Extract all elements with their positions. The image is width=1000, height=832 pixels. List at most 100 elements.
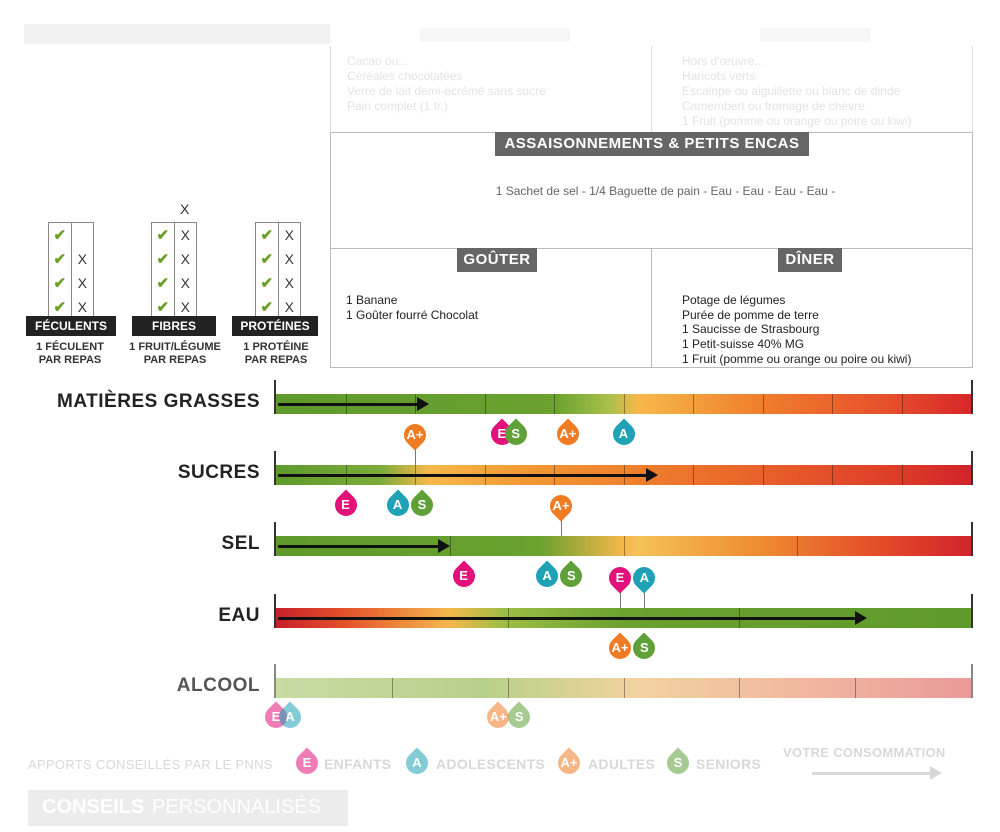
grid-row: ✔ X <box>49 295 93 319</box>
check-icon: ✔ <box>156 299 170 316</box>
grid-row: ✔ X <box>256 223 300 247</box>
marker-adultes-drop-icon: A+ <box>545 490 577 522</box>
consumption-arrow <box>278 468 659 482</box>
drop-letter: A+ <box>552 498 570 513</box>
bar-divider <box>901 394 903 414</box>
category-grid-1: ✔ X ✔ X ✔ X ✔ X <box>151 222 197 320</box>
bar-start-tick <box>274 594 276 628</box>
category-grid-2: ✔ X ✔ X ✔ X ✔ X <box>255 222 301 320</box>
marker-pin <box>415 446 416 465</box>
drop-letter: S <box>673 755 683 770</box>
assaisonnements-title: ASSAISONNEMENTS & PETITS ENCAS <box>495 132 809 156</box>
category-label: PROTÉINES <box>232 316 318 336</box>
gouter-title: GOÛTER <box>457 248 537 272</box>
check-icon: ✔ <box>260 299 274 316</box>
dejeuner-box: Cacao ou... Céréales chocolatées Verre d… <box>330 46 652 133</box>
grid-row: ✔ X <box>256 295 300 319</box>
marker-adolescents-drop-icon: A <box>382 489 414 521</box>
check-icon: ✔ <box>53 251 67 268</box>
grid-row: ✔ <box>49 223 93 247</box>
drop-letter: A+ <box>406 427 424 442</box>
marker-pin <box>644 589 646 608</box>
drop-letter: S <box>514 709 524 724</box>
nutrient-label: SUCRES <box>177 462 260 483</box>
grid-row: ✔ X <box>152 247 196 271</box>
drop-letter: E <box>302 755 312 770</box>
nutrient-label: SEL <box>221 533 260 554</box>
grid-row: ✔ X <box>152 223 196 247</box>
bar-divider <box>693 465 694 485</box>
marker-adolescents-drop-icon: A <box>274 701 306 733</box>
marker-adolescents-drop-icon: A <box>531 560 563 592</box>
bar-divider <box>507 678 509 698</box>
marker-enfants-drop-icon: E <box>448 560 480 592</box>
header-faded <box>24 24 330 44</box>
drop-letter: A <box>639 570 650 585</box>
legend-enfants-label: ENFANTS <box>324 756 392 772</box>
marker-adultes-drop-icon: A+ <box>552 418 584 450</box>
drop-letter: E <box>271 709 281 724</box>
conseils-rest: PERSONNALISÉS <box>152 796 321 818</box>
cross-mark: X <box>277 271 301 295</box>
consumption-legend-arrowhead <box>930 766 942 780</box>
bar-end-tick <box>971 522 973 556</box>
drop-letter: E <box>341 497 350 512</box>
bar-divider <box>693 394 694 414</box>
marker-pin <box>620 589 622 608</box>
marker-seniors-drop-icon: S <box>555 560 587 592</box>
bar-divider <box>832 394 833 414</box>
bar-divider <box>623 678 625 698</box>
cross-mark: X <box>173 271 197 295</box>
check-icon: ✔ <box>260 251 274 268</box>
cross-mark: X <box>277 295 301 319</box>
dejeuner-text: Cacao ou... Céréales chocolatées Verre d… <box>347 54 546 113</box>
cross-mark: X <box>173 295 197 319</box>
drop-letter: A <box>618 426 629 441</box>
conseils-bold: CONSEILS <box>42 796 145 818</box>
drop-letter: A+ <box>611 640 629 655</box>
bar-divider <box>391 678 393 698</box>
category-sub-2: PAR REPAS <box>38 354 102 366</box>
bar-end-tick <box>971 664 973 698</box>
category-sub-1: 1 FRUIT/LÉGUME <box>129 341 221 353</box>
cross-mark: X <box>277 247 301 271</box>
grid-row: ✔ X <box>152 295 196 319</box>
cross-mark: X <box>70 247 94 271</box>
drop-letter: A <box>412 755 422 770</box>
legend-title: APPORTS CONSEILLÉS PAR LE PNNS <box>28 757 273 772</box>
category-sub-2: PAR REPAS <box>244 354 308 366</box>
bar-start-tick <box>274 664 276 698</box>
marker-adultes-drop-icon: A+ <box>482 701 514 733</box>
bar-divider <box>739 678 741 698</box>
marker-adolescents-drop-icon: A <box>628 562 660 594</box>
conseils-personnalises-button[interactable]: CONSEILS PERSONNALISÉS <box>28 790 348 826</box>
marker-seniors-drop-icon: S <box>662 747 694 779</box>
nutrient-bar <box>274 522 973 556</box>
bar-start-tick <box>274 380 276 414</box>
bar-divider <box>797 536 799 556</box>
bar-divider <box>762 394 764 414</box>
check-icon: ✔ <box>53 299 67 316</box>
marker-enfants-drop-icon: E <box>604 562 636 594</box>
category-label: FÉCULENTS <box>26 316 116 336</box>
repas-box: Hors d'œuvre... Haricots verts Escalope … <box>651 46 973 133</box>
nutrient-label: EAU <box>218 605 260 626</box>
cross-mark: X <box>173 247 197 271</box>
marker-seniors-drop-icon: S <box>503 701 535 733</box>
marker-seniors-drop-icon: S <box>500 418 532 450</box>
marker-pin <box>560 517 562 536</box>
drop-letter: S <box>511 426 521 441</box>
drop-letter: E <box>497 426 507 441</box>
cross-mark: X <box>277 223 301 247</box>
cross-mark: X <box>70 271 94 295</box>
arrowhead-icon <box>416 397 429 411</box>
check-icon: ✔ <box>53 227 67 244</box>
header-faded-3 <box>760 28 870 42</box>
arrowhead-icon <box>646 468 659 482</box>
bar-divider <box>449 536 451 556</box>
cross-mark: X <box>173 223 197 247</box>
bar-divider <box>484 394 486 414</box>
marker-enfants-drop-icon: E <box>486 418 518 450</box>
drop-letter: E <box>615 570 625 585</box>
bar-divider <box>623 394 625 414</box>
